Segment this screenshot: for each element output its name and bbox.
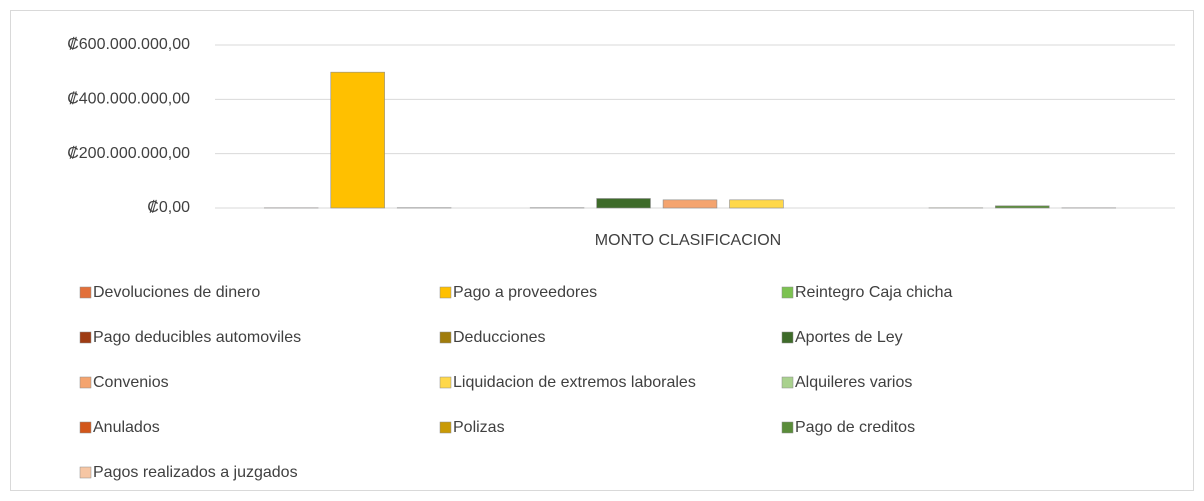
legend-swatch (439, 421, 452, 434)
legend-label: Anulados (93, 419, 160, 436)
legend-swatch (79, 331, 92, 344)
legend-label: Alquileres varios (795, 374, 912, 391)
legend-label: Pagos realizados a juzgados (93, 464, 298, 481)
legend-swatch (79, 376, 92, 389)
bar (729, 199, 784, 209)
legend-label: Pago de creditos (795, 419, 915, 436)
legend-label: Pago deducibles automoviles (93, 329, 301, 346)
bar (662, 199, 718, 209)
legend-swatch (439, 286, 452, 299)
legend-swatch (781, 286, 794, 299)
legend-swatch (781, 331, 794, 344)
legend-swatch (781, 376, 794, 389)
legend-label: Deducciones (453, 329, 546, 346)
x-tick-label: MONTO CLASIFICACION (595, 232, 781, 249)
legend-swatch (79, 466, 92, 479)
y-tick-label: ₡600.000.000,00 (67, 36, 190, 53)
legend-swatch (439, 331, 452, 344)
legend-swatch (79, 286, 92, 299)
legend-label: Aportes de Ley (795, 329, 903, 346)
legend-label: Pago a proveedores (453, 284, 597, 301)
bar (330, 71, 385, 209)
legend-swatch (79, 421, 92, 434)
legend-label: Polizas (453, 419, 505, 436)
legend-swatch (439, 376, 452, 389)
bar (995, 205, 1050, 209)
y-tick-label: ₡400.000.000,00 (67, 91, 190, 108)
legend-label: Devoluciones de dinero (93, 284, 260, 301)
y-tick-label: ₡200.000.000,00 (67, 145, 190, 162)
chart-border (10, 10, 1194, 491)
legend-label: Reintegro Caja chicha (795, 284, 953, 301)
legend-label: Liquidacion de extremos laborales (453, 374, 696, 391)
legend-label: Convenios (93, 374, 169, 391)
legend-swatch (781, 421, 794, 434)
bar (596, 198, 651, 209)
y-tick-label: ₡0,00 (147, 199, 190, 216)
